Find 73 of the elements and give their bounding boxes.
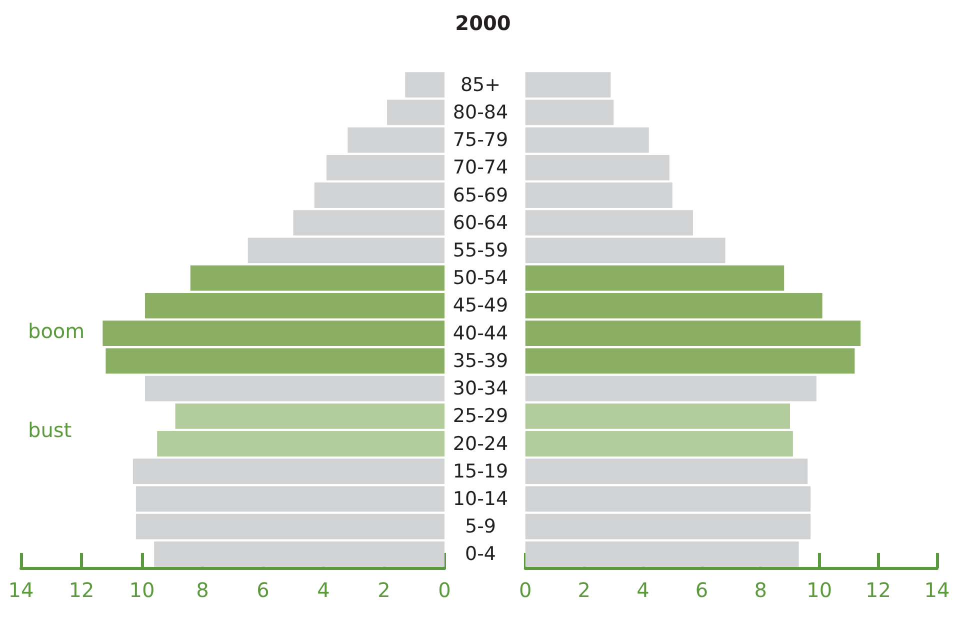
bar [405,72,444,98]
bar [136,514,444,540]
bar [525,72,611,98]
bar [525,486,811,512]
bar [525,292,822,318]
y-tick-label: 45-49 [452,294,508,317]
bar [525,100,614,126]
y-tick-label: 15-19 [452,460,508,482]
x-tick-label: 10 [129,578,155,602]
y-tick-label: 25-29 [452,405,508,428]
y-tick-label: 60-64 [452,212,508,234]
x-tick-label: 2 [378,578,390,602]
y-tick-label: 0-4 [464,543,496,566]
x-tick-label: 6 [695,578,708,602]
x-tick-label: 14 [8,578,34,602]
x-tick-label: 6 [256,578,270,602]
bar [154,541,444,567]
x-tick-label: 2 [578,578,591,602]
bar [314,182,444,208]
x-tick-label: 12 [68,578,94,602]
bar [525,182,672,208]
bar [293,210,444,236]
y-tick-label: 5-9 [464,516,496,538]
bar [175,403,444,429]
bar [348,127,444,153]
bar [132,458,444,484]
y-tick-label: 55-59 [452,239,508,262]
bar [525,348,855,374]
bar [525,376,816,402]
bar [525,458,808,484]
annotation: boom [28,319,85,343]
x-tick-label: 8 [754,578,767,602]
bar [525,514,811,540]
bar [145,376,444,402]
bar [525,265,784,291]
x-tick-label: 4 [636,578,650,602]
bar [525,238,726,264]
bar [190,265,444,291]
y-tick-label: 30-34 [452,378,508,400]
bar [525,210,693,236]
y-tick-label: 50-54 [452,267,508,290]
y-tick-label: 70-74 [452,156,508,179]
y-tick-label: 80-84 [452,101,508,124]
x-tick-label: 4 [317,578,330,602]
bar [525,541,799,567]
bar [525,127,649,153]
bar [248,238,444,264]
y-tick-label: 35-39 [452,350,508,372]
bar [525,154,670,180]
x-tick-label: 8 [196,578,209,602]
x-tick-label: 0 [518,578,532,602]
bar [387,100,444,126]
y-tick-label: 10-14 [452,488,508,510]
x-tick-label: 10 [806,578,832,602]
y-tick-label: 85+ [460,74,501,96]
y-tick-label: 75-79 [452,129,508,152]
bar [136,486,444,512]
annotation: bust [28,418,72,442]
bar [525,431,793,456]
x-tick-label: 14 [924,578,950,602]
y-tick-label: 40-44 [452,322,508,344]
x-tick-label: 12 [865,578,891,602]
bar [525,403,790,429]
y-tick-label: 65-69 [452,184,508,206]
bar [525,320,861,346]
bar [145,292,444,318]
x-tick-label: 0 [438,578,451,602]
chart-title: 2000 [455,11,511,35]
bar [106,348,444,374]
bar [326,154,444,180]
y-tick-label: 20-24 [452,432,508,455]
bar [157,431,444,456]
bar [102,320,444,346]
